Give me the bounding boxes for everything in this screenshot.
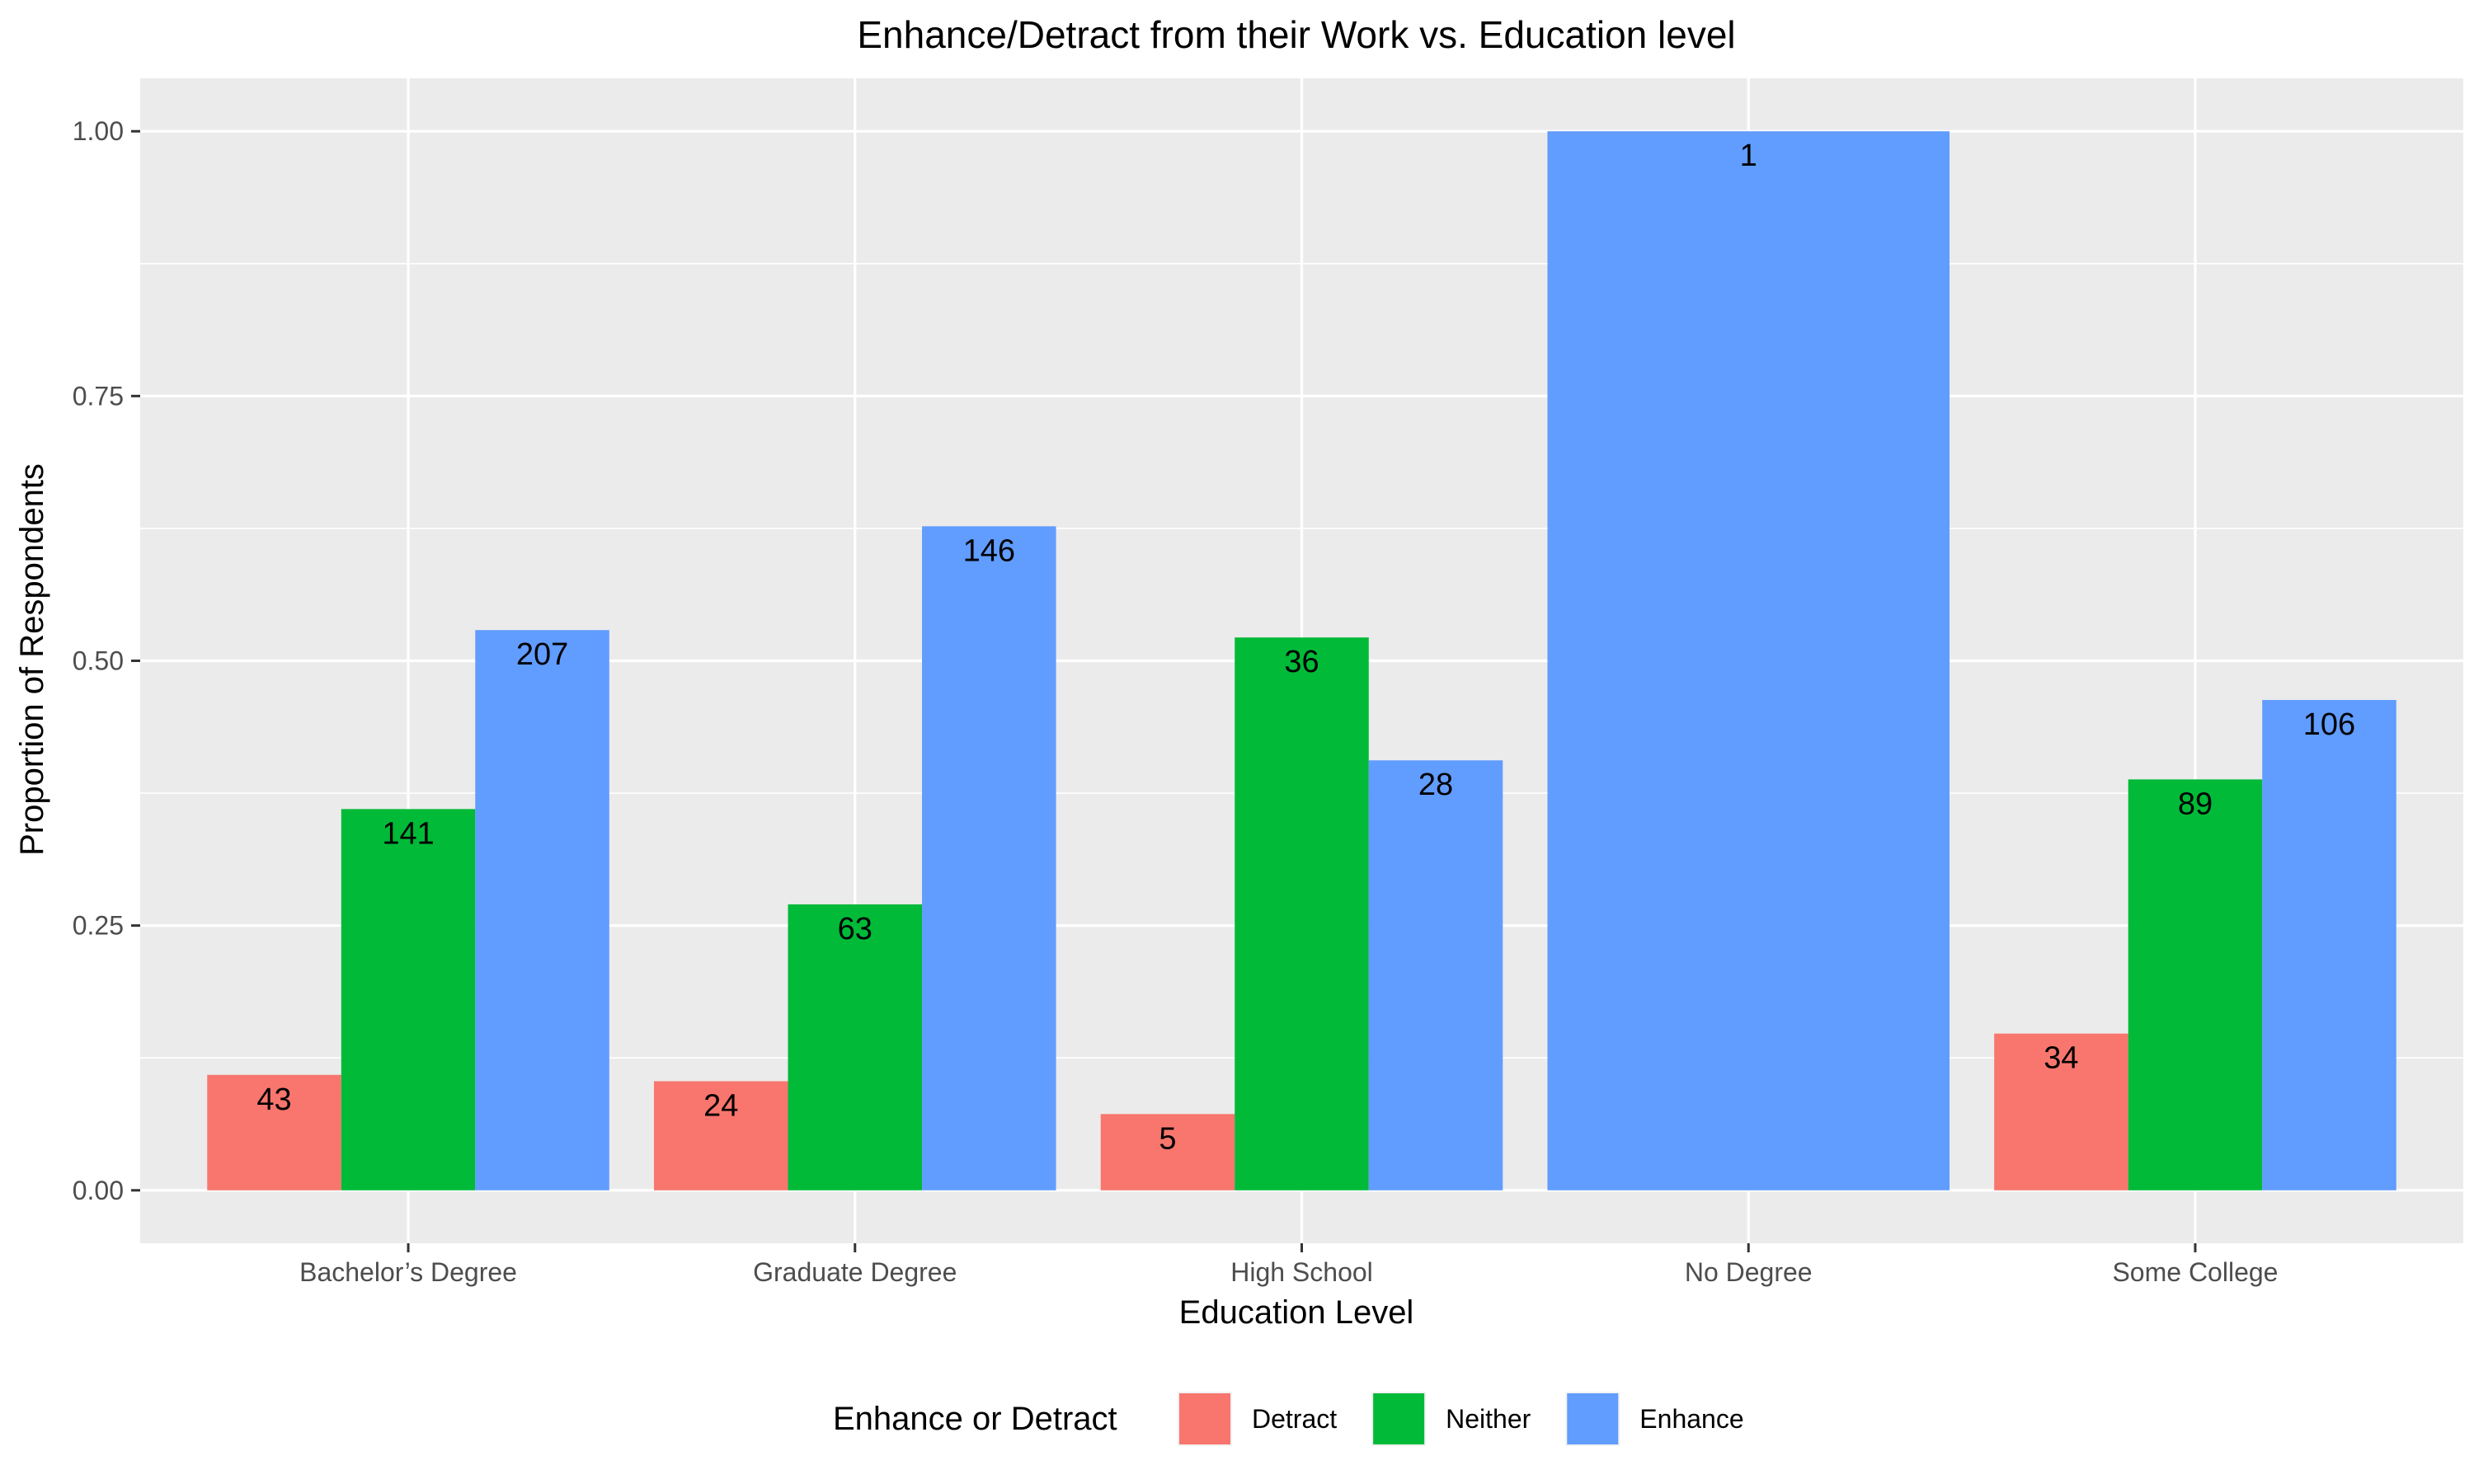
chart-title: Enhance/Detract from their Work vs. Educ… [857, 13, 1735, 56]
legend: Enhance or Detract Detract Neither Enhance [833, 1392, 1744, 1446]
x-tick-label-graduate-degree: Graduate Degree [753, 1257, 957, 1287]
bar-enhance-high-school [1368, 760, 1503, 1190]
bar-enhance-no-degree [1547, 131, 1950, 1190]
bar-label-neither-bachelor-s-degree: 141 [382, 816, 434, 851]
y-tick-label: 1.00 [73, 116, 124, 146]
y-tick-label: 0.25 [73, 911, 124, 941]
bars [207, 131, 2396, 1190]
legend-swatch-enhance [1567, 1393, 1619, 1444]
bar-label-detract-bachelor-s-degree: 43 [256, 1082, 291, 1117]
bar-labels: 43 141 207 24 63 146 5 36 28 1 34 89 106 [256, 139, 2355, 1156]
bar-enhance-graduate-degree [922, 526, 1056, 1190]
bar-detract-some-college [1994, 1033, 2128, 1190]
y-tick-label: 0.75 [73, 381, 124, 411]
legend-title: Enhance or Detract [833, 1401, 1117, 1437]
bar-neither-high-school [1235, 637, 1369, 1190]
bar-label-detract-high-school: 5 [1159, 1121, 1176, 1156]
x-axis-title: Education Level [1179, 1294, 1414, 1331]
y-axis-title: Proportion of Respondents [14, 463, 50, 856]
bar-neither-some-college [2128, 779, 2263, 1190]
y-tick-label: 0.00 [73, 1176, 124, 1205]
legend-label-neither: Neither [1446, 1404, 1531, 1434]
x-axis: Bachelor’s Degree Graduate Degree High Sch… [299, 1243, 2278, 1287]
bar-detract-bachelor-s-degree [207, 1074, 341, 1190]
bar-enhance-bachelor-s-degree [475, 630, 609, 1190]
x-tick-label-no-degree: No Degree [1685, 1257, 1813, 1287]
bar-enhance-some-college [2262, 700, 2396, 1190]
bar-label-neither-graduate-degree: 63 [838, 912, 872, 946]
x-tick-label-high-school: High School [1230, 1257, 1373, 1287]
bar-label-enhance-some-college: 106 [2303, 707, 2355, 742]
bar-detract-high-school [1100, 1114, 1235, 1190]
y-tick-label: 0.50 [73, 646, 124, 676]
y-axis: 0.00 0.25 0.50 0.75 1.00 [73, 116, 140, 1205]
bar-neither-bachelor-s-degree [341, 809, 476, 1190]
legend-label-detract: Detract [1252, 1404, 1337, 1434]
bar-label-enhance-no-degree: 1 [1740, 139, 1757, 173]
x-tick-label-bachelor-s-degree: Bachelor’s Degree [299, 1257, 517, 1287]
x-tick-label-some-college: Some College [2112, 1257, 2278, 1287]
bar-label-enhance-bachelor-s-degree: 207 [516, 637, 568, 672]
legend-swatch-neither [1373, 1393, 1425, 1444]
bar-label-neither-high-school: 36 [1284, 645, 1319, 679]
legend-swatch-detract [1179, 1393, 1230, 1444]
bar-detract-graduate-degree [653, 1081, 788, 1190]
bar-label-enhance-high-school: 28 [1418, 768, 1453, 802]
bar-label-detract-graduate-degree: 24 [703, 1088, 738, 1123]
bar-neither-graduate-degree [788, 904, 923, 1190]
bar-label-enhance-graduate-degree: 146 [963, 533, 1015, 568]
bar-label-neither-some-college: 89 [2178, 787, 2213, 821]
legend-label-enhance: Enhance [1639, 1404, 1743, 1434]
bar-label-detract-some-college: 34 [2044, 1041, 2078, 1076]
